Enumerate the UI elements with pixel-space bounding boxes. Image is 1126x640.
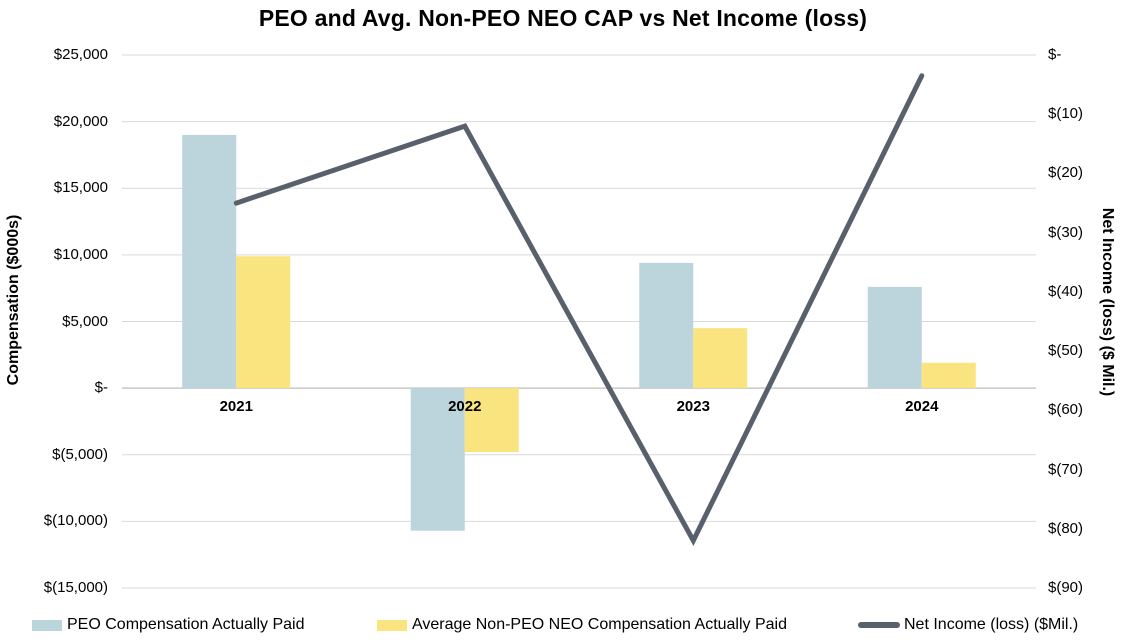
right-axis-tick: $(40): [1048, 282, 1084, 300]
x-axis-label: 2024: [905, 398, 939, 415]
left-axis-tick: $-: [94, 379, 108, 397]
chart-title: PEO and Avg. Non-PEO NEO CAP vs Net Inco…: [258, 5, 868, 31]
x-axis-label: 2022: [448, 398, 482, 415]
right-axis-title: Net Income (loss) ($ Mil.): [1099, 207, 1116, 397]
right-axis-tick: $(50): [1048, 342, 1084, 360]
left-axis-tick: $5,000: [62, 312, 108, 330]
left-axis-tick: $10,000: [53, 245, 108, 263]
right-axis-tick: $(30): [1048, 223, 1084, 241]
right-axis-tick: $(60): [1048, 401, 1084, 419]
net-income-line-swatch-icon: [858, 622, 900, 628]
left-axis-tick: $15,000: [53, 179, 108, 197]
legend-label-peo: PEO Compensation Actually Paid: [67, 616, 305, 633]
right-axis-tick: $(20): [1048, 164, 1084, 182]
right-axis-tick: $-: [1048, 46, 1062, 63]
right-axis-tick: $(80): [1048, 519, 1084, 537]
left-axis-tick: $(15,000): [43, 579, 108, 596]
bar-peo-2024: [867, 286, 922, 389]
legend-label-netincome: Net Income (loss) ($Mil.): [904, 616, 1079, 633]
right-axis-tick: $(70): [1048, 460, 1084, 478]
left-axis-title: Compensation ($000s): [5, 214, 22, 386]
bar-peo-2023: [639, 262, 694, 389]
x-axis-label: 2021: [219, 398, 253, 415]
peo-bar-swatch-icon: [32, 619, 62, 631]
left-axis-tick: $(5,000): [52, 445, 108, 463]
bar-nonpeo-2023: [693, 328, 748, 389]
legend-item-netincome: Net Income (loss) ($Mil.): [858, 612, 1078, 638]
bar-peo-2021: [182, 134, 237, 389]
bar-nonpeo-2022: [464, 388, 519, 453]
nonpeo-bar-swatch-icon: [377, 619, 407, 631]
left-axis-tick: $25,000: [53, 46, 108, 63]
net-income-line: [233, 73, 925, 547]
left-axis-tick: $20,000: [53, 112, 108, 130]
legend-label-nonpeo: Average Non-PEO NEO Compensation Actuall…: [412, 616, 788, 633]
legend-item-nonpeo: Average Non-PEO NEO Compensation Actuall…: [377, 612, 787, 638]
x-axis-label: 2023: [676, 398, 710, 415]
legend: PEO Compensation Actually Paid Average N…: [0, 612, 1126, 638]
right-axis-tick: $(10): [1048, 105, 1084, 123]
legend-item-peo: PEO Compensation Actually Paid: [32, 612, 304, 638]
bar-nonpeo-2024: [921, 362, 976, 389]
left-axis-tick: $(10,000): [43, 512, 108, 530]
right-axis-tick: $(90): [1048, 579, 1084, 596]
bar-peo-2022: [410, 388, 465, 531]
bar-nonpeo-2021: [236, 256, 291, 389]
